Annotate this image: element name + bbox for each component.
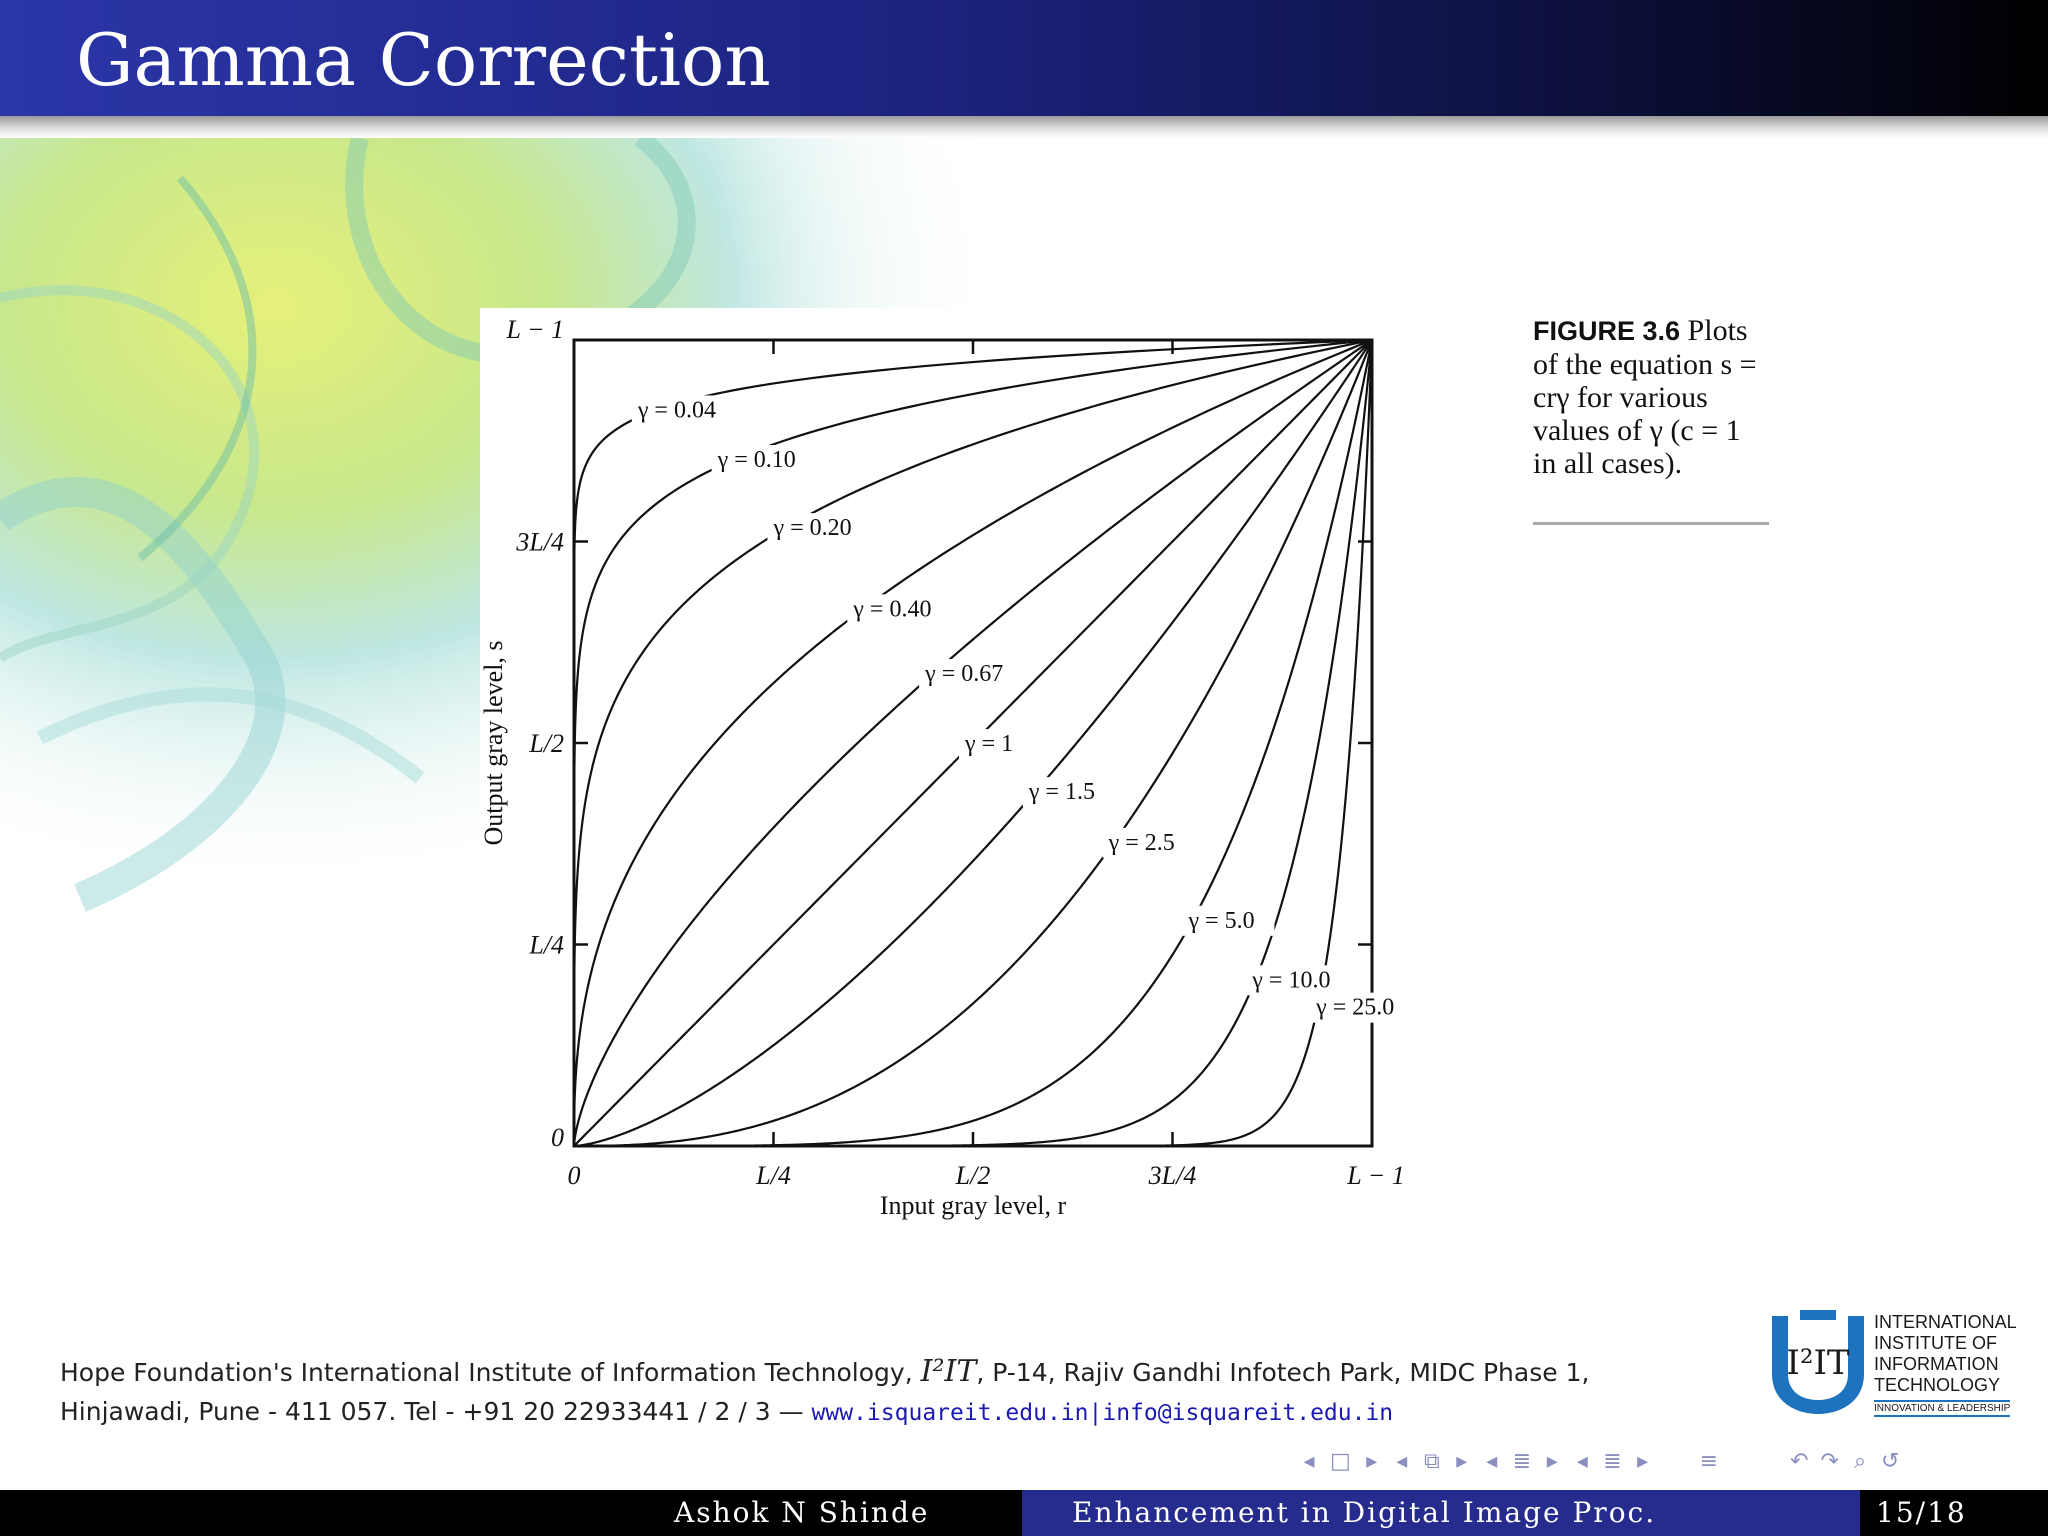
logo-name-line2: INSTITUTE OF (1874, 1333, 1997, 1353)
nav-next-frame-icon[interactable]: ▸ (1366, 1448, 1378, 1474)
logo-tagline: INNOVATION & LEADERSHIP (1874, 1400, 2011, 1417)
nav-prev-subsection-icon[interactable]: ◂ (1396, 1448, 1408, 1474)
nav-appendix-icon[interactable]: ≣ (1603, 1448, 1622, 1474)
address-line1-a: Hope Foundation's International Institut… (60, 1358, 921, 1387)
curve-label-bg-0 (631, 395, 724, 426)
figure-caption-label: FIGURE 3.6 (1533, 316, 1681, 346)
curve-gamma-7 (574, 339, 1374, 1148)
y-tick-label-2: L/2 (528, 729, 564, 758)
y-tick-label-0: 0 (551, 1123, 564, 1152)
logo-text: INTERNATIONAL INSTITUTE OF INFORMATION T… (1874, 1312, 2044, 1396)
curve-label-bg-9 (1246, 965, 1339, 996)
curve-label-1: γ = 0.10 (717, 447, 796, 473)
curve-label-bg-6 (1022, 777, 1115, 808)
x-tick-label-1: L/4 (755, 1161, 791, 1190)
curve-label-6: γ = 1.5 (1028, 779, 1095, 805)
bottom-page-number: 15/18 (1876, 1496, 1967, 1529)
curve-label-bg-7 (1102, 827, 1195, 858)
nav-next-appendix-icon[interactable]: ▸ (1637, 1448, 1649, 1474)
nav-subsection-icon[interactable]: ⧉ (1423, 1448, 1440, 1474)
institute-logo: I²IT (1772, 1310, 1864, 1414)
curve-label-bg-8 (1182, 905, 1275, 936)
nav-next-section-icon[interactable]: ▸ (1546, 1448, 1558, 1474)
y-tick-label-4: L − 1 (505, 315, 564, 344)
caption-rule (1533, 522, 1769, 525)
curve-label-bg-1 (711, 445, 804, 476)
figure-panel (480, 308, 1422, 1230)
website-link[interactable]: www.isquareit.edu.in (811, 1400, 1089, 1426)
y-tick-label-3: 3L/4 (515, 528, 564, 557)
x-tick-label-2: L/2 (955, 1161, 991, 1190)
nav-back-icon[interactable]: ↶ (1790, 1448, 1809, 1474)
nav-prev-appendix-icon[interactable]: ◂ (1576, 1448, 1588, 1474)
curve-label-4: γ = 0.67 (924, 661, 1003, 687)
x-tick-label-4: L − 1 (1346, 1161, 1405, 1190)
curve-label-5: γ = 1 (964, 731, 1013, 757)
y-axis-label: Output gray level, s (480, 640, 508, 845)
curve-label-bg-2 (767, 513, 860, 544)
figure-caption-text: Plots of the equation s = crγ for variou… (1533, 314, 1757, 480)
nav-forward-icon[interactable]: ↷ (1820, 1448, 1839, 1474)
curve-label-7: γ = 2.5 (1108, 830, 1175, 856)
address-line1-b: , P-14, Rajiv Gandhi Infotech Park, MIDC… (976, 1358, 1590, 1387)
curve-label-10: γ = 25.0 (1315, 995, 1394, 1021)
curve-gamma-6 (573, 339, 1373, 1148)
x-tick-label-0: 0 (568, 1161, 581, 1190)
nav-search-back-icon[interactable]: ↺ (1880, 1448, 1900, 1474)
logo-mark: I²IT (1786, 1343, 1849, 1383)
title-bar (0, 0, 2048, 116)
nav-section-icon[interactable]: ≣ (1512, 1448, 1532, 1474)
curve-label-2: γ = 0.20 (773, 515, 852, 541)
bottom-bar-title-section (1022, 1490, 1860, 1536)
logo-name-line4: TECHNOLOGY (1874, 1375, 2001, 1395)
slide-title: Gamma Correction (76, 18, 771, 102)
nav-toc-icon[interactable]: ≡ (1699, 1448, 1719, 1474)
curve-label-9: γ = 10.0 (1251, 967, 1330, 993)
x-tick-label-3: 3L/4 (1148, 1161, 1197, 1190)
curve-label-0: γ = 0.04 (637, 397, 716, 423)
bottom-short-title: Enhancement in Digital Image Proc. (1072, 1496, 1657, 1529)
brand-name: I²IT (920, 1354, 977, 1389)
nav-prev-frame-icon[interactable]: ◂ (1303, 1448, 1315, 1474)
curve-label-bg-10 (1310, 992, 1403, 1023)
curve-label-3: γ = 0.40 (852, 596, 931, 622)
link-separator: | (1088, 1400, 1103, 1426)
curve-gamma-3 (572, 338, 1373, 1146)
gamma-chart: 0 L/4 L/2 3L/4 L − 1 0 L/4 L/2 3L/4 L − 1 γ = 0.0… (480, 315, 1405, 1220)
figure-caption: FIGURE 3.6 Plots of the equation s = crγ… (1533, 314, 1769, 480)
address-line2: Hinjawadi, Pune - 411 057. Tel - +91 20 … (60, 1397, 812, 1426)
nav-search-icon[interactable]: ⌕ (1853, 1448, 1867, 1474)
bottom-author: Ashok N Shinde (674, 1496, 930, 1529)
curve-gamma-4 (572, 339, 1373, 1147)
nav-next-subsection-icon[interactable]: ▸ (1456, 1448, 1468, 1474)
curve-label-8: γ = 5.0 (1187, 908, 1254, 934)
curve-label-bg-3 (847, 594, 940, 625)
y-tick-label-1: L/4 (528, 931, 564, 960)
nav-frame-icon[interactable]: □ (1330, 1448, 1351, 1474)
email-link[interactable]: info@isquareit.edu.in (1102, 1400, 1394, 1426)
title-shadow (0, 116, 2048, 138)
x-axis-label: Input gray level, r (880, 1191, 1067, 1220)
curve-label-bg-5 (959, 729, 1052, 760)
curve-label-bg-4 (919, 659, 1012, 690)
logo-name-line3: INFORMATION (1874, 1354, 1999, 1374)
logo-name-line1: INTERNATIONAL (1874, 1312, 2017, 1332)
nav-prev-section-icon[interactable]: ◂ (1486, 1448, 1498, 1474)
beamer-navigation: ◂ □ ▸ ◂ ⧉ ▸ ◂ ≣ ▸ ◂ ≣ ▸ ≡ ↶ ↷ ⌕ ↺ (1300, 1444, 1899, 1478)
footer-address: Hope Foundation's International Institut… (60, 1352, 1760, 1433)
